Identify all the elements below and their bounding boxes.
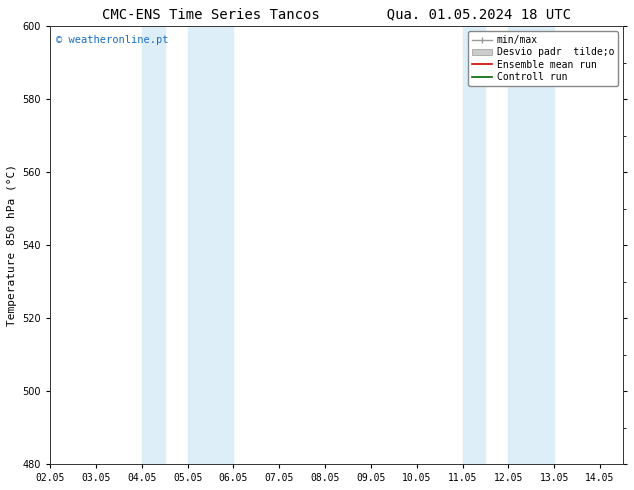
Bar <box>188 26 233 464</box>
Bar <box>508 26 554 464</box>
Bar <box>463 26 486 464</box>
Title: CMC-ENS Time Series Tancos        Qua. 01.05.2024 18 UTC: CMC-ENS Time Series Tancos Qua. 01.05.20… <box>102 7 571 21</box>
Bar <box>142 26 165 464</box>
Text: © weatheronline.pt: © weatheronline.pt <box>56 35 169 45</box>
Y-axis label: Temperature 850 hPa (°C): Temperature 850 hPa (°C) <box>7 164 17 326</box>
Legend: min/max, Desvio padr  tilde;o, Ensemble mean run, Controll run: min/max, Desvio padr tilde;o, Ensemble m… <box>469 31 618 86</box>
